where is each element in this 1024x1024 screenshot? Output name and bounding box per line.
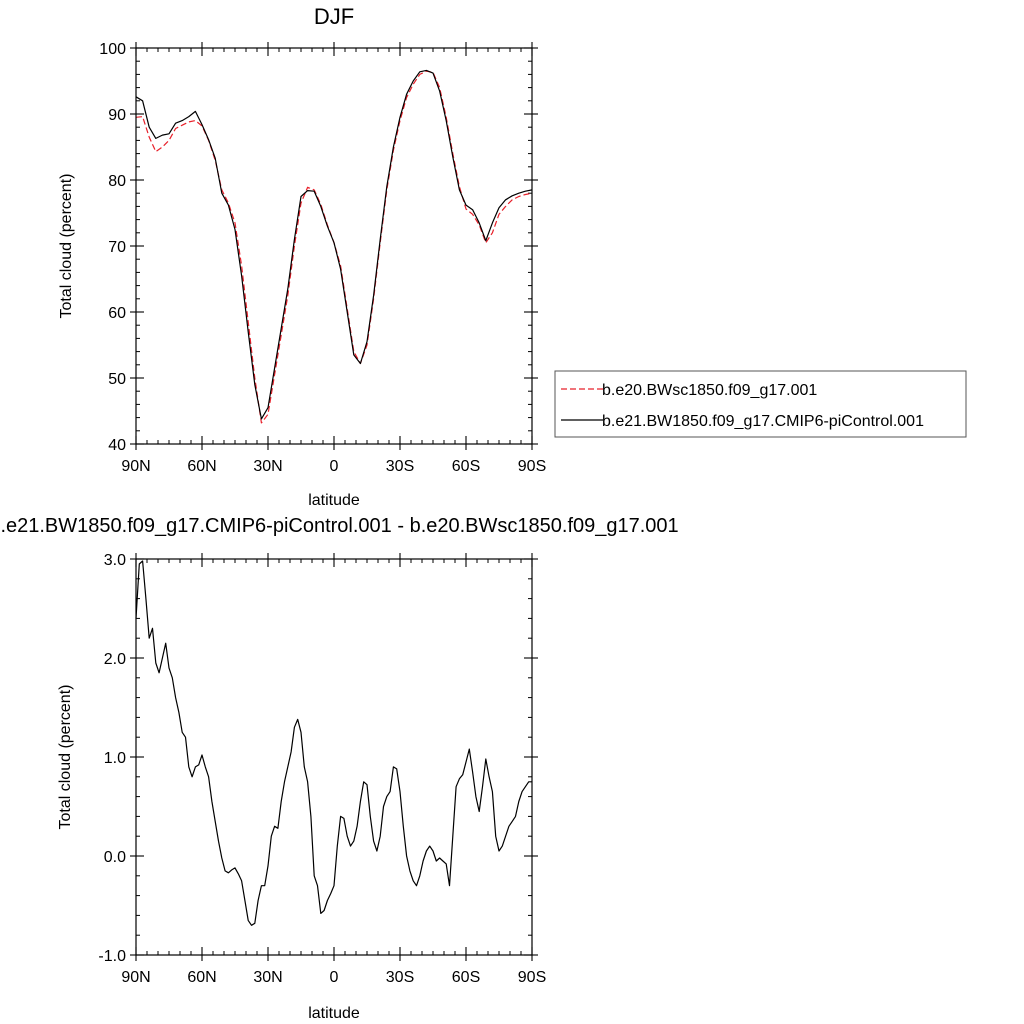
- bottom-chart-frame: [135, 558, 533, 956]
- bottom-y-tick-label: 2.0: [104, 651, 126, 668]
- top-chart-frame: [135, 47, 533, 445]
- bottom-y-tick-label: -1.0: [98, 948, 126, 965]
- bottom-chart-x-axis-label: latitude: [308, 1005, 360, 1022]
- bottom-chart-y-axis-label: Total cloud (percent): [57, 685, 74, 830]
- bottom-y-tick-label: 3.0: [104, 552, 126, 569]
- top-y-tick-label: 50: [108, 371, 126, 388]
- bottom-x-tick-label: 30S: [386, 969, 414, 986]
- top-chart-panel: DJF 90N 60N 30N 0 30S 60S 90S 40 50 60 70 80 90 100 T…: [58, 4, 546, 509]
- top-y-tick-label: 100: [99, 41, 126, 58]
- top-y-tick-label: 70: [108, 239, 126, 256]
- top-chart-plot-area: 90N 60N 30N 0 30S 60S 90S 40 50 60 70 80 90 100: [99, 41, 546, 475]
- legend-entry-series-2: b.e21.BW1850.f09_g17.CMIP6-piControl.001: [602, 413, 924, 430]
- bottom-x-tick-label: 90N: [121, 969, 150, 986]
- bottom-x-tick-label: 90S: [518, 969, 546, 986]
- top-x-tick-label: 90N: [121, 458, 150, 475]
- top-chart-title: DJF: [314, 4, 354, 29]
- top-x-tick-label: 0: [330, 458, 339, 475]
- top-y-tick-label: 60: [108, 305, 126, 322]
- legend: b.e20.BWsc1850.f09_g17.001 b.e21.BW1850.…: [554, 370, 967, 438]
- top-x-tick-label: 30N: [253, 458, 282, 475]
- top-x-tick-label: 30S: [386, 458, 414, 475]
- bottom-x-tick-label: 60N: [187, 969, 216, 986]
- top-x-tick-label: 90S: [518, 458, 546, 475]
- bottom-y-tick-label: 0.0: [104, 849, 126, 866]
- bottom-x-tick-label: 0: [330, 969, 339, 986]
- top-x-tick-label: 60S: [452, 458, 480, 475]
- top-series-line-1: [135, 70, 533, 424]
- top-y-tick-label: 90: [108, 107, 126, 124]
- bottom-x-tick-label: 60S: [452, 969, 480, 986]
- bottom-chart-panel: b.e21.BW1850.f09_g17.CMIP6-piControl.001…: [0, 515, 679, 1022]
- top-y-tick-label: 80: [108, 173, 126, 190]
- top-chart-y-axis-label: Total cloud (percent): [58, 174, 75, 319]
- top-chart-x-axis-label: latitude: [308, 492, 360, 509]
- top-y-tick-label: 40: [108, 437, 126, 454]
- legend-box: [554, 370, 967, 438]
- bottom-x-tick-label: 30N: [253, 969, 282, 986]
- legend-entry-series-1: b.e20.BWsc1850.f09_g17.001: [602, 382, 817, 399]
- bottom-series-line-1: [135, 560, 532, 926]
- bottom-chart-plot-area: 90N 60N 30N 0 30S 60S 90S -1.0 0.0 1.0 2.0 3.0: [98, 552, 546, 986]
- top-x-tick-label: 60N: [187, 458, 216, 475]
- bottom-chart-title: b.e21.BW1850.f09_g17.CMIP6-piControl.001…: [0, 515, 679, 537]
- bottom-y-tick-label: 1.0: [104, 750, 126, 767]
- top-series-line-2: [135, 69, 533, 420]
